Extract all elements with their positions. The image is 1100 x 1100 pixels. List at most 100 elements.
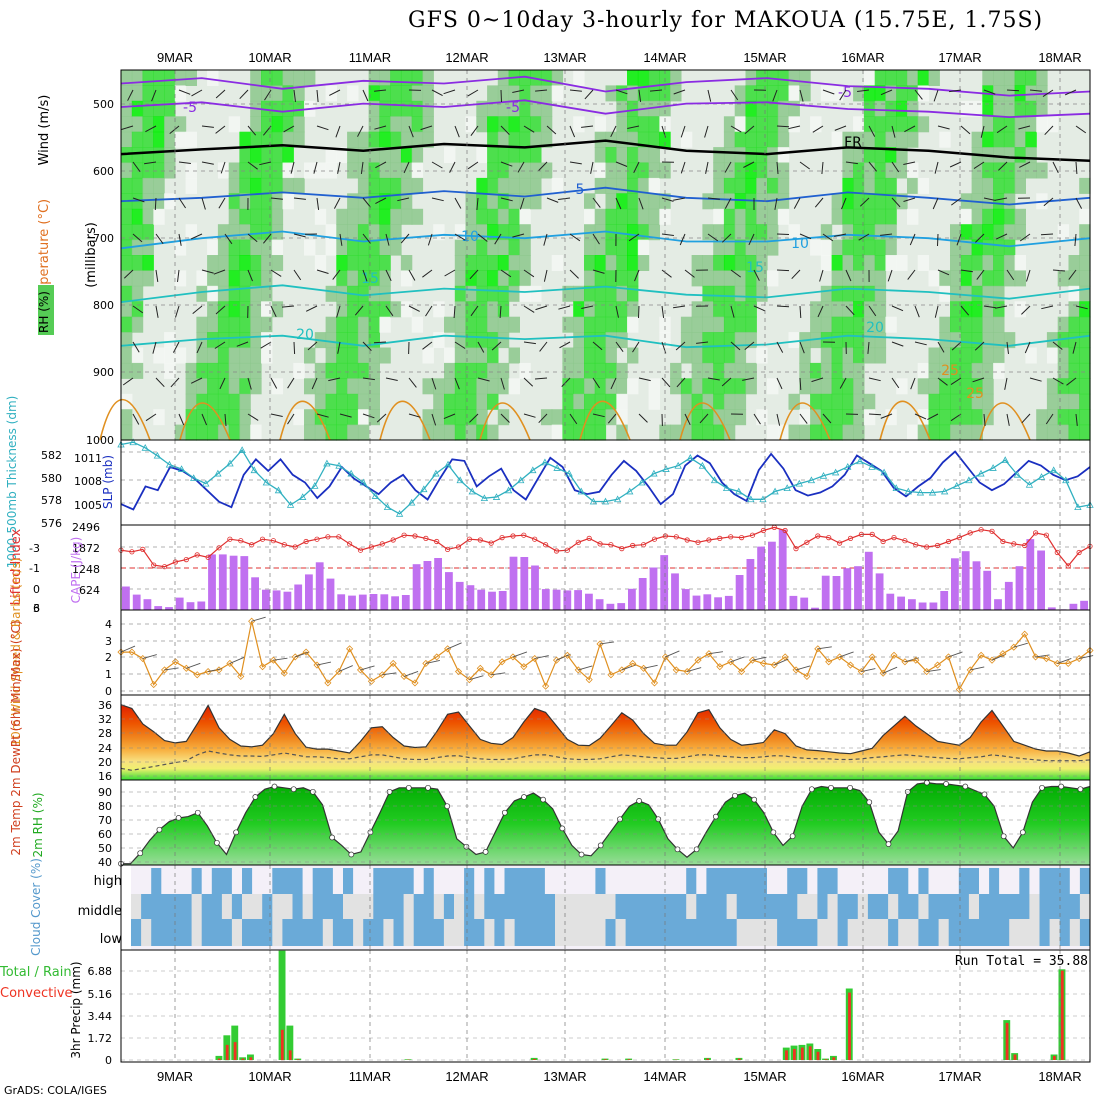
rh-cell <box>874 162 887 179</box>
rh-cell <box>465 116 477 133</box>
rh-cell <box>659 162 671 179</box>
rh-cell <box>616 85 628 102</box>
wind-barb <box>376 413 387 423</box>
cloud-cell <box>938 919 950 946</box>
rh-cell <box>831 285 843 302</box>
wind-barb <box>891 197 901 208</box>
thickness-point <box>856 457 864 465</box>
wind-barb <box>328 377 341 382</box>
lifted-index-point <box>913 542 919 548</box>
wind-barb <box>868 125 876 137</box>
cloud-cell <box>191 894 203 919</box>
cloud-cell <box>817 894 828 919</box>
rh-cell <box>476 285 488 302</box>
rh-cell <box>347 131 359 148</box>
thickness-point <box>1062 476 1070 484</box>
rh-cell <box>228 116 241 133</box>
cloud-cell <box>756 919 768 946</box>
wind-barb <box>214 341 226 349</box>
rh-cell <box>713 177 725 194</box>
rh-cell <box>745 208 757 225</box>
rh-cell <box>810 378 822 395</box>
rh-cell <box>368 224 380 241</box>
wind-barb <box>408 269 416 281</box>
rh-cell <box>293 409 305 426</box>
thickness-point <box>735 487 743 495</box>
rh-cell <box>487 285 499 302</box>
wind-barb <box>219 377 226 390</box>
rh-cell <box>379 316 391 333</box>
rh-cell <box>207 70 219 86</box>
rh-cell <box>1079 424 1091 441</box>
cloud-cell <box>676 868 687 894</box>
rh-cell <box>680 131 693 148</box>
wind-barb <box>333 197 341 209</box>
rh-cell <box>164 193 176 210</box>
lifted-index-point <box>303 538 309 545</box>
rh-cell <box>196 347 208 364</box>
lifted-index-point <box>542 542 549 548</box>
surface-wind-barb <box>425 659 440 664</box>
rh-cell <box>573 409 585 426</box>
rh-cell <box>540 85 553 102</box>
cape-bar <box>757 546 765 610</box>
rh-cell <box>282 193 294 210</box>
rh-cell <box>368 347 380 364</box>
rh-cell <box>863 270 876 287</box>
cloud-cell <box>635 868 647 894</box>
rh-cell <box>594 378 607 395</box>
rh-cell <box>874 208 887 225</box>
date-label-bottom: 10MAR <box>248 1069 291 1084</box>
rh-cell <box>487 378 499 395</box>
rh-cell <box>153 70 165 86</box>
rh-tick-label: 70 <box>98 814 112 827</box>
rh-cell <box>400 301 413 318</box>
temp-tick-label: 16 <box>98 770 112 783</box>
rh-cell <box>153 409 165 426</box>
cloud-cell <box>888 894 899 919</box>
wind-barb <box>132 413 140 425</box>
rh-cell <box>379 208 391 225</box>
wind-barb <box>362 269 368 282</box>
cloud-cell <box>635 919 647 946</box>
rh-cell <box>261 85 273 102</box>
cloud-cell <box>817 919 828 946</box>
lifted-index-point <box>858 531 865 538</box>
rh-cell <box>121 208 133 225</box>
wind-barb <box>638 305 640 319</box>
rh-cell <box>982 301 994 318</box>
cloud-cell <box>928 919 940 946</box>
rh-cell <box>1014 147 1026 164</box>
wind-barb <box>201 269 214 274</box>
rh-cell <box>745 270 757 287</box>
wind-barb <box>454 377 460 390</box>
lifted-index-point <box>162 564 168 570</box>
wind-barb <box>592 197 601 208</box>
wind-tick-label: 2 <box>105 651 112 664</box>
cloud-cell <box>696 919 707 946</box>
rh-cell <box>121 131 133 148</box>
cloud-cell <box>171 868 182 894</box>
wind-barb <box>592 377 601 389</box>
rh-cell <box>400 270 413 287</box>
pressure-tick-label: 900 <box>93 366 114 379</box>
wind-speed-point <box>857 667 865 676</box>
wind-barb <box>467 89 479 97</box>
rh-cell <box>950 424 962 441</box>
rh-cell <box>239 301 251 318</box>
wind-barb <box>974 341 985 351</box>
cloud-cell <box>958 894 970 919</box>
rh-cell <box>497 255 510 271</box>
surface-wind-barb <box>338 665 353 672</box>
cape-bar <box>488 591 496 610</box>
rh-cell <box>917 85 930 102</box>
cloud-cell <box>1059 919 1071 946</box>
rh-cell <box>357 270 370 287</box>
wind-barb <box>215 125 226 134</box>
rh-cell <box>390 239 402 256</box>
wind-speed-point <box>672 666 680 674</box>
rh-cell <box>627 378 639 395</box>
cloud-cell <box>464 919 475 946</box>
rh-cell <box>982 70 994 86</box>
rh-cell <box>648 393 660 410</box>
